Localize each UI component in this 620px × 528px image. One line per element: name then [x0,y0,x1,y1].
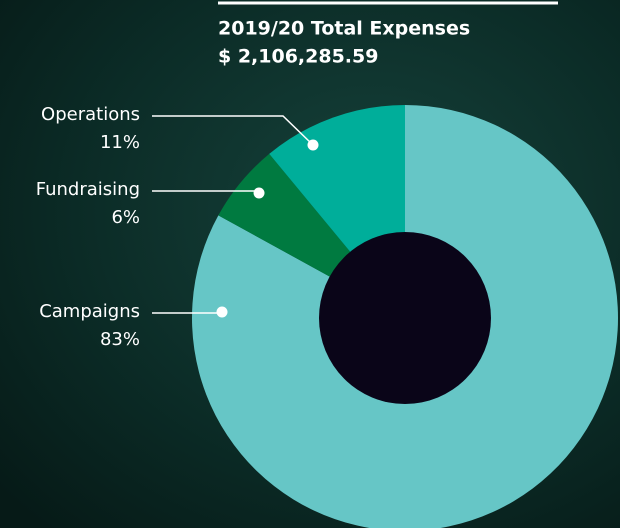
slice [192,105,618,528]
chart-title: 2019/20 Total Expenses [218,18,470,40]
slices [192,105,618,528]
label-name: Fundraising [36,179,140,200]
label-value: 6% [111,207,140,228]
leader-line [152,115,314,146]
label-value: 11% [100,132,140,153]
label-name: Operations [41,104,140,125]
labels: Campaigns 83% Fundraising 6% Operations 11% [36,104,319,350]
chart-subtitle: $ 2,106,285.59 [218,46,378,68]
donut-hole [319,232,491,404]
label-value: 83% [100,329,140,350]
leader-dot [253,187,265,199]
leader-dot [216,306,228,318]
label-name: Campaigns [39,301,140,322]
leader-dot [307,139,319,151]
